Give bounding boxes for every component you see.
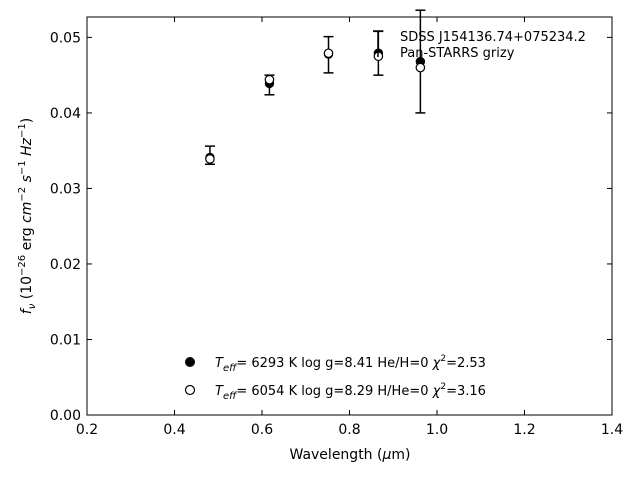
model-annotations: Teff= 6293 K log g=8.41 He/H=0 χ2=2.53 Te…: [184, 354, 486, 402]
y-tick-label: 0.04: [50, 106, 81, 122]
annotation-marker-open: [184, 384, 196, 396]
model-point-open: [264, 74, 275, 85]
y-tick-label: 0.03: [50, 181, 81, 197]
annotation-text: Teff= 6293 K log g=8.41 He/H=0 χ2=2.53: [215, 354, 486, 374]
y-axis-label: fν (10−26 erg cm−2 s−1 Hz−1): [17, 118, 38, 314]
y-tick-label: 0.05: [50, 30, 81, 46]
annotation-text: Teff= 6054 K log g=8.29 H/He=0 χ2=3.16: [215, 382, 486, 402]
model-point-open: [415, 62, 426, 73]
y-tick-label: 0.01: [50, 332, 81, 348]
y-tick-label: 0.00: [50, 408, 81, 424]
annotation-marker-filled: [185, 357, 195, 367]
x-tick-label: 1.4: [601, 422, 623, 438]
x-tick-label: 0.4: [163, 422, 185, 438]
model-point-open: [323, 48, 334, 59]
model-point-open: [205, 154, 215, 164]
x-tick-label: 1.2: [513, 422, 535, 438]
legend-label-line2: Pan-STARRS grizy: [400, 46, 515, 61]
x-tick-label: 1.0: [426, 422, 448, 438]
x-axis-label: Wavelength (μm): [290, 447, 411, 463]
data-marks: [204, 9, 426, 166]
x-tick-label: 0.6: [251, 422, 273, 438]
axis-ticks: 0.2 0.4 0.6 0.8 1.0 1.2 1.4 0.00 0.01 0.02 0.03 0.0…: [50, 17, 623, 438]
x-tick-label: 0.2: [76, 422, 98, 438]
x-tick-label: 0.8: [338, 422, 360, 438]
y-tick-label: 0.02: [50, 257, 81, 273]
legend-label-line1: SDSS J154136.74+075234.2: [400, 30, 586, 45]
